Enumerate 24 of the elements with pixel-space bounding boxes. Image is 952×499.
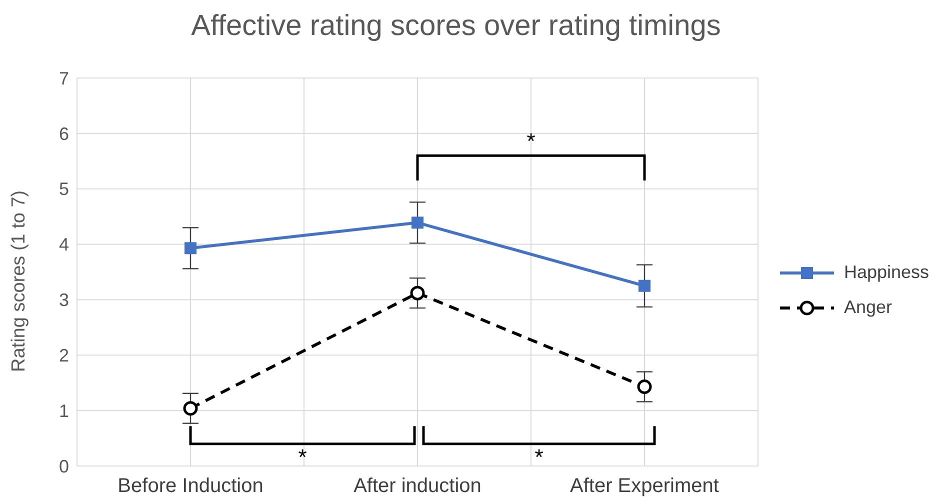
point [637,379,652,394]
chart-title: Affective rating scores over rating timings [190,10,722,43]
y-axis-title: Rating scores (1 to 7) [8,190,30,372]
y-tick-label: 4 [58,234,69,255]
point [183,401,198,416]
legend-label: Anger [844,297,892,318]
y-tick-label: 6 [58,124,69,144]
x-tick-label: After induction [354,475,482,498]
y-tick-label: 0 [58,456,69,476]
y-tick-label: 7 [58,68,69,88]
annotation: * [298,444,308,470]
y-tick-label: 3 [58,290,69,310]
x-tick-label: Before Induction [118,475,264,498]
x-tick-label: After Experiment [570,475,720,498]
point [410,286,425,300]
annotation: * [526,128,536,154]
y-tick-label: 2 [58,346,69,366]
annotation: * [534,444,544,470]
point [638,280,650,292]
legend-label: Happiness [844,262,930,283]
y-tick-label: 1 [58,400,69,421]
point [412,216,424,229]
y-tick-label: 5 [58,179,69,200]
point [184,242,196,254]
